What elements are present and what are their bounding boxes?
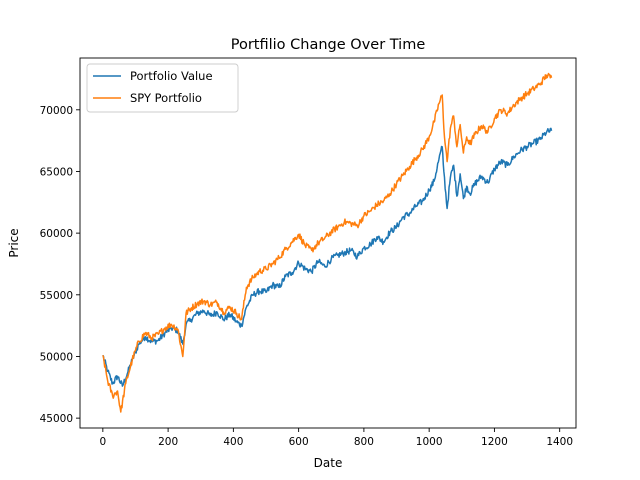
x-tick-label: 400 (223, 436, 243, 448)
y-axis-label: Price (7, 228, 21, 257)
y-tick-label: 55000 (40, 290, 73, 302)
y-axis: 45000 50000 55000 60000 65000 70000 (40, 105, 80, 425)
x-tick-label: 1400 (546, 436, 573, 448)
series-layer (102, 72, 553, 413)
legend-frame (86, 63, 239, 113)
legend-label: Portfolio Value (130, 69, 213, 83)
x-tick-label: 1200 (481, 436, 508, 448)
y-tick-label: 60000 (40, 228, 73, 240)
x-tick-label: 1000 (416, 436, 443, 448)
x-tick-label: 600 (289, 436, 309, 448)
y-tick-label: 65000 (40, 166, 73, 178)
y-tick-label: 70000 (40, 105, 73, 117)
x-tick-label: 0 (99, 436, 106, 448)
x-tick-label: 800 (354, 436, 374, 448)
x-axis-label: Date (314, 456, 343, 470)
y-tick-label: 45000 (40, 413, 73, 425)
y-tick-label: 50000 (40, 351, 73, 363)
plot-frame (79, 57, 577, 429)
chart-title: Portfilio Change Over Time (231, 37, 426, 53)
series-line-spy-portfolio (102, 72, 553, 413)
x-tick-label: 200 (158, 436, 178, 448)
legend-label: SPY Portfolio (130, 91, 202, 105)
x-axis: 0 200 400 600 800 1000 1200 1400 (99, 428, 573, 448)
legend: Portfolio Value SPY Portfolio (86, 63, 239, 113)
